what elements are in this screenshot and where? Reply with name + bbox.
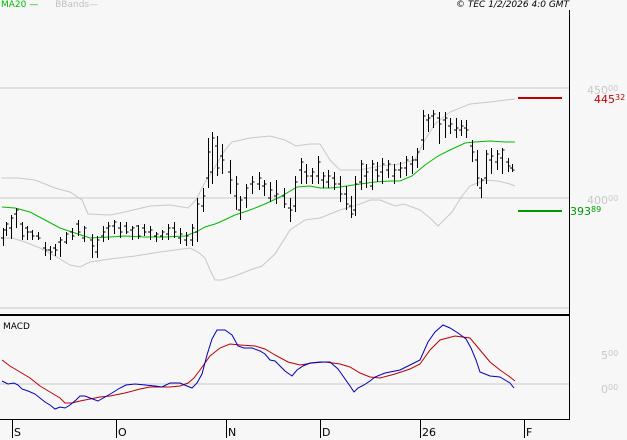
legend-ma20: MA20 — bbox=[1, 0, 39, 10]
x-axis-label-nov: N bbox=[228, 426, 237, 439]
macd-title: MACD bbox=[3, 322, 30, 332]
copyright-text: © TEC 1/2/2026 4:0 GMT bbox=[456, 0, 570, 10]
resistance-level-label: 44532 bbox=[594, 93, 626, 106]
support-level-label: 39389 bbox=[570, 205, 602, 218]
bband-upper-line bbox=[2, 98, 516, 216]
x-axis-label-dec: D bbox=[322, 426, 331, 439]
ohlc-bars bbox=[1, 110, 515, 260]
x-axis-label-sep: S bbox=[14, 426, 21, 439]
x-axis-label-feb: F bbox=[526, 426, 533, 439]
bband-lower-line bbox=[2, 179, 516, 281]
x-axis-label-oct: O bbox=[118, 426, 127, 439]
macd-line bbox=[1, 324, 515, 410]
ma20-line bbox=[1, 140, 515, 239]
macd-axis-label-500: 500 bbox=[601, 349, 619, 362]
price-axis-label-400: 40000 bbox=[587, 194, 619, 207]
macd-signal-line bbox=[1, 335, 516, 404]
x-axis-ticks bbox=[12, 420, 525, 438]
legend-bbands: BBands— bbox=[55, 0, 99, 10]
macd-axis-label-000: 000 bbox=[601, 383, 619, 396]
price-axis-label-450: 45000 bbox=[587, 84, 619, 97]
chart-legend: MA20 — BBands— bbox=[1, 0, 98, 11]
x-axis-label-jan26: 26 bbox=[422, 426, 436, 439]
